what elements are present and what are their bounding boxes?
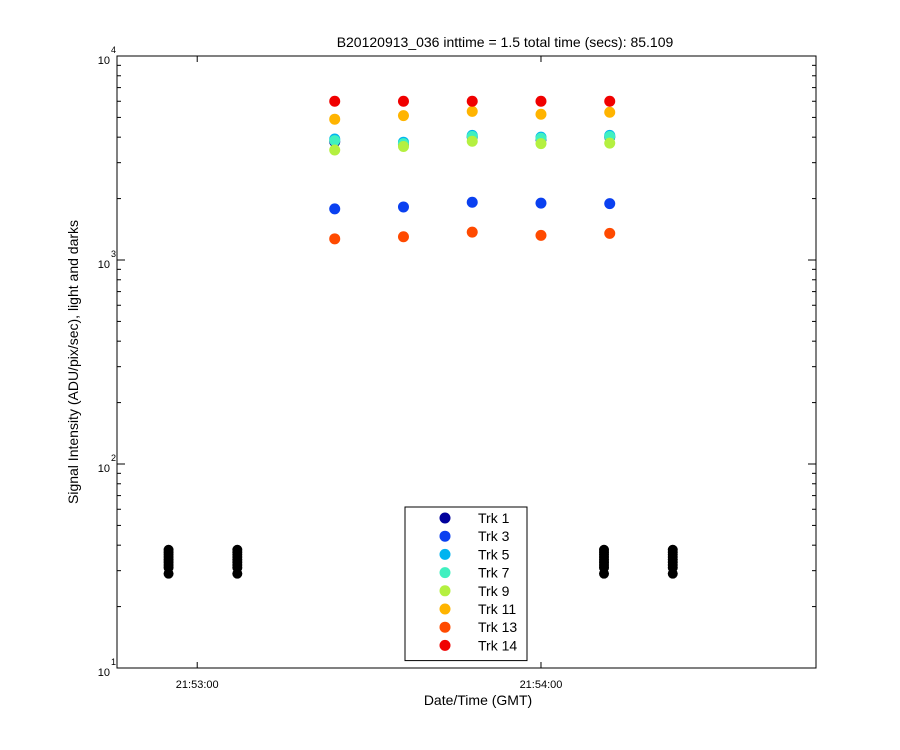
legend-box — [404, 506, 528, 662]
data-point — [535, 138, 547, 150]
data-points — [163, 95, 678, 579]
legend-marker — [439, 512, 451, 524]
data-point — [329, 144, 341, 156]
x-tick-labels: 21:53:00 21:54:00 — [176, 679, 563, 691]
y-axis-label: Signal Intensity (ADU/pix/sec), light an… — [65, 220, 81, 504]
data-point — [397, 201, 409, 213]
legend-marker — [439, 603, 451, 615]
y-tick-label: 10 — [98, 463, 110, 475]
legend-label: Trk 3 — [478, 528, 510, 544]
chart-title: B20120913_036 inttime = 1.5 total time (… — [337, 34, 674, 50]
data-point — [397, 95, 409, 107]
data-point — [535, 229, 547, 241]
axis-ticks — [117, 56, 816, 669]
y-tick-label: 10 — [98, 667, 110, 679]
legend-label: Trk 5 — [478, 546, 510, 562]
legend-label: Trk 14 — [478, 637, 517, 653]
data-point — [466, 95, 478, 107]
x-tick-label: 21:54:00 — [520, 679, 563, 691]
y-tick-label: 10 — [98, 55, 110, 67]
legend-label: Trk 1 — [478, 510, 510, 526]
data-point — [466, 105, 478, 117]
dark-point — [599, 544, 610, 555]
dark-point — [232, 544, 243, 555]
data-point — [329, 135, 341, 147]
data-point — [329, 113, 341, 125]
legend-marker — [439, 548, 451, 560]
data-point — [604, 137, 616, 149]
data-point — [466, 135, 478, 147]
data-point — [329, 95, 341, 107]
data-point — [397, 141, 409, 153]
legend: Trk 1 Trk 3 Trk 5 Trk 7 Trk 9 Trk 11 Trk 13 Trk… — [404, 506, 528, 662]
data-point — [604, 227, 616, 239]
data-point — [604, 198, 616, 210]
data-point — [535, 95, 547, 107]
data-point — [466, 196, 478, 208]
legend-marker — [439, 585, 451, 597]
data-point — [466, 226, 478, 238]
legend-label: Trk 13 — [478, 619, 517, 635]
data-point — [397, 231, 409, 243]
data-point — [604, 106, 616, 118]
y-tick-label: 10 — [98, 259, 110, 271]
legend-label: Trk 9 — [478, 583, 510, 599]
legend-marker — [439, 567, 451, 579]
data-point — [329, 233, 341, 245]
data-point — [397, 110, 409, 122]
y-tick-exponent: 4 — [111, 45, 116, 55]
legend-marker — [439, 639, 451, 651]
legend-marker — [439, 530, 451, 542]
x-axis-label: Date/Time (GMT) — [424, 692, 532, 708]
data-point — [604, 95, 616, 107]
y-tick-exponent: 1 — [111, 657, 116, 667]
y-tick-exponent: 2 — [111, 453, 116, 463]
legend-label: Trk 7 — [478, 565, 510, 581]
y-tick-exponent: 3 — [111, 249, 116, 259]
legend-marker — [439, 621, 451, 633]
data-point — [535, 108, 547, 120]
data-point — [329, 203, 341, 215]
dark-point — [163, 544, 174, 555]
data-point — [535, 197, 547, 209]
dark-point — [667, 544, 678, 555]
legend-label: Trk 11 — [478, 601, 516, 617]
x-tick-label: 21:53:00 — [176, 679, 219, 691]
